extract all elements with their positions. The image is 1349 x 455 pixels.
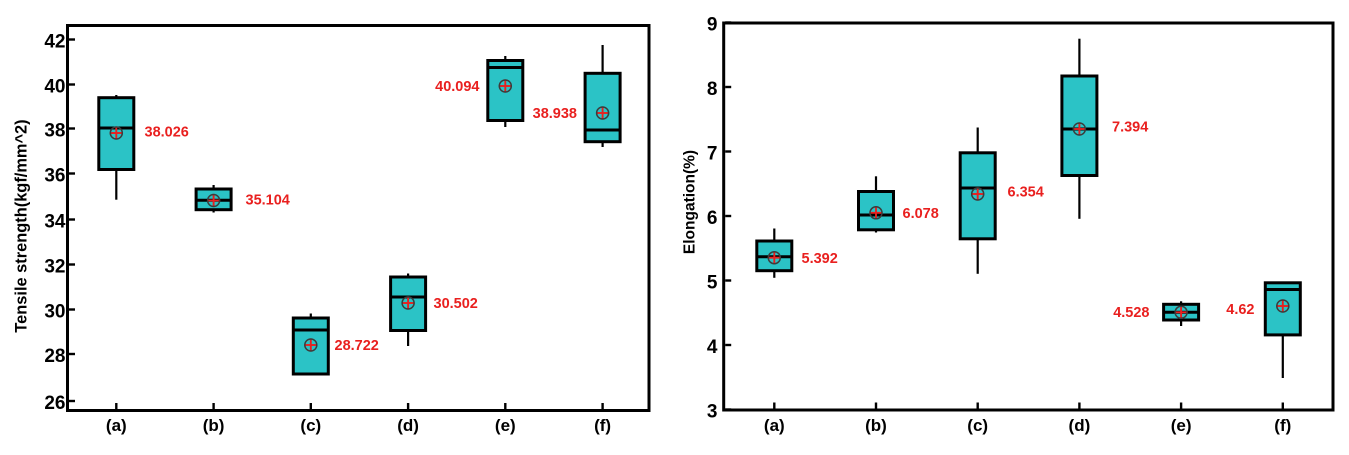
- svg-text:38: 38: [44, 121, 65, 142]
- svg-text:32: 32: [44, 257, 65, 278]
- svg-text:(a): (a): [106, 416, 127, 435]
- svg-text:(b): (b): [203, 416, 225, 435]
- svg-text:4: 4: [707, 337, 718, 358]
- svg-text:3: 3: [707, 402, 718, 423]
- svg-text:30.502: 30.502: [434, 296, 478, 312]
- svg-text:28: 28: [44, 346, 65, 367]
- svg-text:(f): (f): [594, 416, 611, 435]
- svg-text:5: 5: [707, 273, 718, 294]
- svg-text:(f): (f): [1274, 416, 1291, 435]
- svg-text:(d): (d): [1069, 416, 1091, 435]
- svg-text:38.938: 38.938: [533, 106, 577, 122]
- svg-text:40.094: 40.094: [435, 79, 479, 95]
- svg-text:7.394: 7.394: [1112, 120, 1148, 136]
- svg-text:6.354: 6.354: [1008, 185, 1044, 201]
- svg-text:7: 7: [707, 144, 718, 165]
- svg-text:Elongation(%): Elongation(%): [682, 150, 699, 254]
- svg-text:40: 40: [44, 77, 65, 98]
- svg-text:6.078: 6.078: [903, 206, 939, 222]
- svg-text:36: 36: [44, 166, 65, 187]
- svg-text:6: 6: [707, 208, 718, 229]
- svg-text:4.62: 4.62: [1226, 302, 1254, 318]
- svg-text:4.528: 4.528: [1113, 305, 1149, 321]
- svg-text:26: 26: [44, 393, 65, 414]
- svg-text:5.392: 5.392: [802, 251, 838, 267]
- svg-text:35.104: 35.104: [246, 193, 290, 209]
- svg-text:(c): (c): [300, 416, 321, 435]
- svg-text:(a): (a): [764, 416, 785, 435]
- svg-text:(e): (e): [1171, 416, 1192, 435]
- svg-text:34: 34: [44, 212, 66, 233]
- svg-text:30: 30: [44, 302, 65, 323]
- svg-text:Tensile strength(kgf/mm^2): Tensile strength(kgf/mm^2): [13, 119, 31, 332]
- svg-text:(e): (e): [495, 416, 516, 435]
- svg-text:(d): (d): [397, 416, 419, 435]
- svg-text:(b): (b): [865, 416, 887, 435]
- svg-text:9: 9: [707, 15, 718, 36]
- svg-text:8: 8: [707, 79, 718, 100]
- svg-text:38.026: 38.026: [145, 125, 189, 141]
- svg-text:28.722: 28.722: [335, 338, 379, 354]
- svg-text:42: 42: [44, 32, 65, 53]
- svg-text:(c): (c): [967, 416, 988, 435]
